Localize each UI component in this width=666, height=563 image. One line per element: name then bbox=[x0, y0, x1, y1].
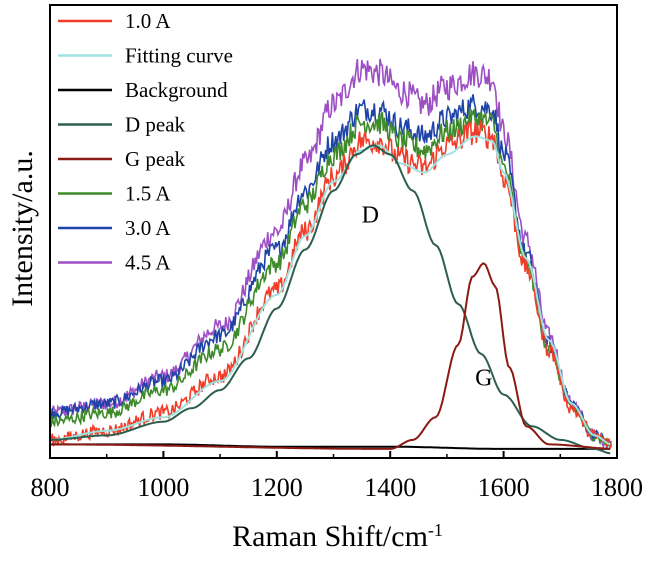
legend-label: Fitting curve bbox=[125, 44, 233, 68]
legend: 1.0 A Fitting curve Background D peak G peak… bbox=[58, 9, 233, 275]
peak-annotation-g: G bbox=[475, 366, 492, 392]
y-axis-title: Intensity/a.u. bbox=[6, 150, 39, 307]
x-tick-label: 1600 bbox=[478, 473, 530, 502]
x-axis-ticks: 800 1000 1200 1400 1600 1800 bbox=[31, 451, 643, 502]
x-axis-title-superscript: -1 bbox=[428, 520, 443, 540]
legend-label: 3.0 A bbox=[125, 216, 171, 240]
x-tick-label: 1400 bbox=[364, 473, 416, 502]
legend-label: Background bbox=[125, 78, 228, 102]
series-line-g-peak bbox=[50, 262, 611, 450]
x-tick-label: 1800 bbox=[591, 473, 643, 502]
legend-label: 1.0 A bbox=[125, 9, 171, 33]
legend-label: D peak bbox=[125, 113, 186, 137]
annotations: DG bbox=[362, 202, 493, 391]
legend-label: 1.5 A bbox=[125, 182, 171, 206]
x-tick-label: 1200 bbox=[251, 473, 303, 502]
peak-annotation-d: D bbox=[362, 202, 379, 228]
x-tick-label: 800 bbox=[31, 473, 70, 502]
series-line-d-peak bbox=[50, 144, 611, 455]
x-tick-label: 1000 bbox=[137, 473, 189, 502]
series-line-1-0-a bbox=[50, 120, 613, 449]
x-axis-title: Raman Shift/cm-1 bbox=[232, 520, 443, 553]
legend-label: 4.5 A bbox=[125, 251, 171, 275]
series-curves bbox=[50, 58, 613, 455]
series-line-fitting-curve bbox=[50, 135, 611, 446]
legend-label: G peak bbox=[125, 147, 186, 171]
